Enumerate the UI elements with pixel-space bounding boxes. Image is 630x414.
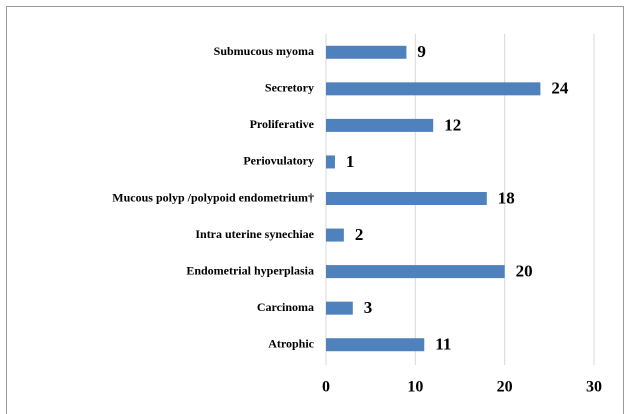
y-tick-label: Secretory <box>265 81 314 95</box>
y-tick-label: Carcinoma <box>257 300 314 314</box>
x-tick-label: 30 <box>586 379 602 396</box>
value-label: 1 <box>346 152 355 171</box>
x-tick-label: 10 <box>407 379 423 396</box>
bar <box>326 45 407 59</box>
chart-frame <box>6 6 624 414</box>
value-label: 24 <box>551 79 569 98</box>
bar <box>326 82 541 96</box>
value-label: 12 <box>444 115 461 134</box>
y-tick-label: Atrophic <box>268 336 314 350</box>
x-tick-label: 20 <box>497 379 513 396</box>
y-tick-label: Endometrial hyperplasia <box>186 263 314 277</box>
bar <box>326 118 434 132</box>
bar <box>326 265 505 279</box>
y-tick-label: Intra uterine synechiae <box>195 227 314 241</box>
bar <box>326 192 487 205</box>
value-label: 3 <box>364 298 373 317</box>
value-label: 2 <box>355 225 364 244</box>
x-tick-label: 0 <box>322 379 330 396</box>
bar <box>326 301 353 315</box>
bar <box>326 155 335 169</box>
value-label: 11 <box>435 335 451 354</box>
y-tick-label: Proliferative <box>250 117 315 131</box>
y-tick-label: Submucous myoma <box>214 44 314 58</box>
value-label: 9 <box>417 42 426 61</box>
bar <box>326 338 425 352</box>
bar <box>326 228 344 242</box>
value-label: 18 <box>498 188 515 207</box>
y-tick-label: Mucous polyp /polypoid endometrium† <box>112 190 314 204</box>
y-tick-label: Periovulatory <box>243 154 314 168</box>
value-label: 20 <box>516 262 533 281</box>
